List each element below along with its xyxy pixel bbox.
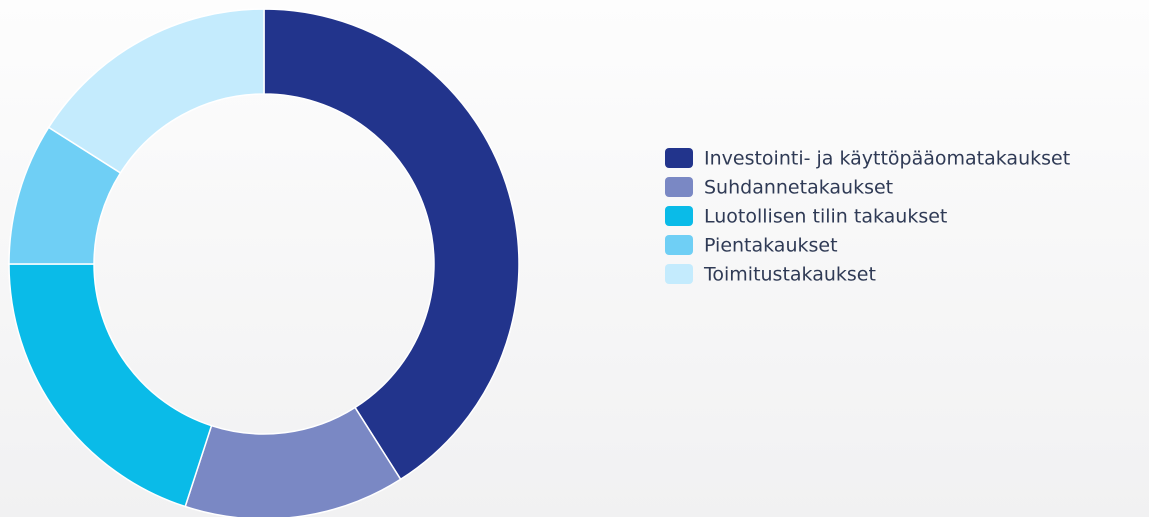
- legend-label: Suhdannetakaukset: [704, 177, 893, 199]
- legend-swatch: [665, 206, 693, 226]
- legend-swatch: [665, 264, 693, 284]
- legend-swatch: [665, 235, 693, 255]
- legend-label: Luotollisen tilin takaukset: [704, 206, 947, 228]
- legend-swatch: [665, 148, 693, 168]
- legend-label: Toimitustakaukset: [703, 264, 876, 286]
- donut-segment: [263, 8, 520, 481]
- donut-segment: [8, 263, 213, 508]
- legend-label: Pientakaukset: [704, 235, 838, 257]
- donut-segment: [47, 8, 265, 174]
- legend-swatch: [665, 177, 693, 197]
- legend-label: Investointi- ja käyttöpääomatakaukset: [704, 148, 1070, 170]
